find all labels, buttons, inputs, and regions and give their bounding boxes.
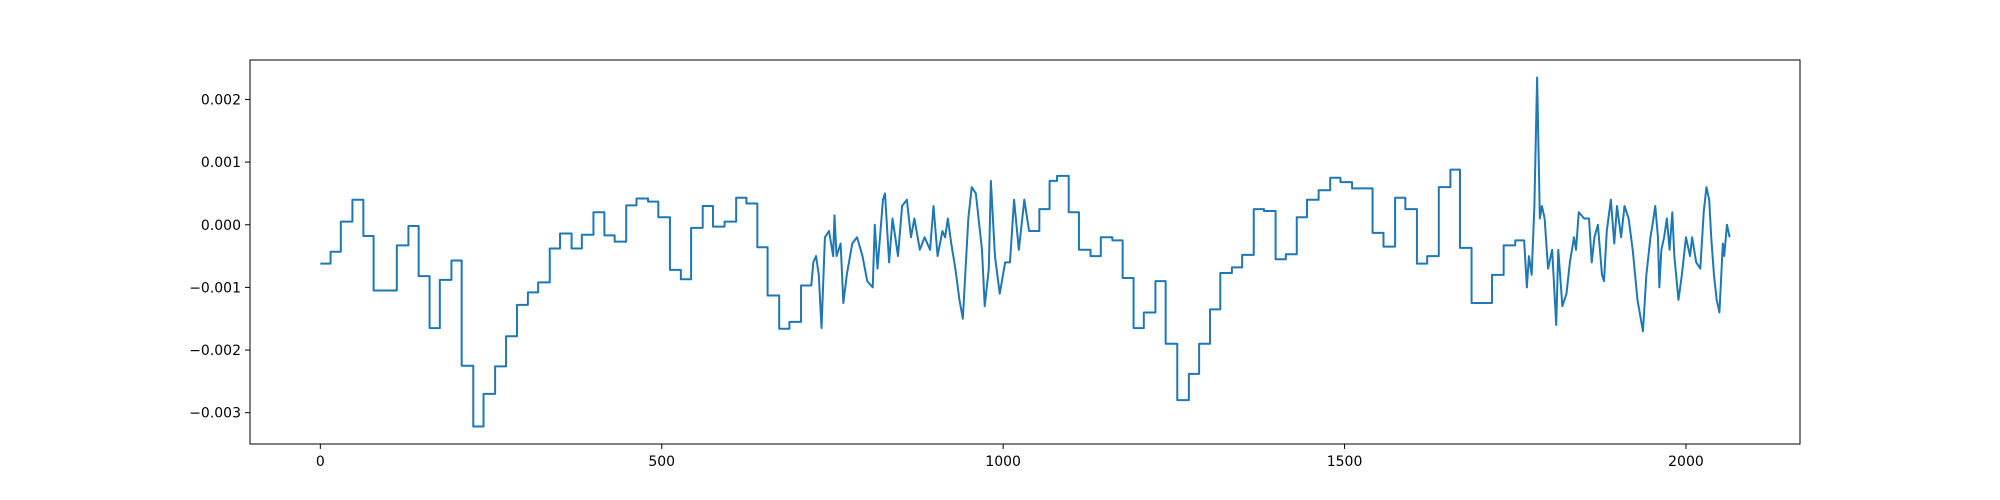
y-tick-label: −0.003	[189, 406, 241, 422]
y-tick-label: −0.002	[189, 343, 241, 359]
data-line	[320, 76, 1731, 428]
x-tick-label: 1500	[1327, 454, 1363, 470]
x-tick-label: 1000	[985, 454, 1021, 470]
plot-frame	[249, 59, 1801, 445]
x-tick-label: 2000	[1668, 454, 1704, 470]
y-tick-label: 0.002	[201, 92, 241, 108]
y-tick-label: −0.001	[189, 280, 241, 296]
x-tick-label: 500	[648, 454, 675, 470]
x-tick-label: 0	[316, 454, 325, 470]
y-tick-label: 0.001	[201, 155, 241, 171]
y-tick-label: 0.000	[201, 218, 241, 234]
